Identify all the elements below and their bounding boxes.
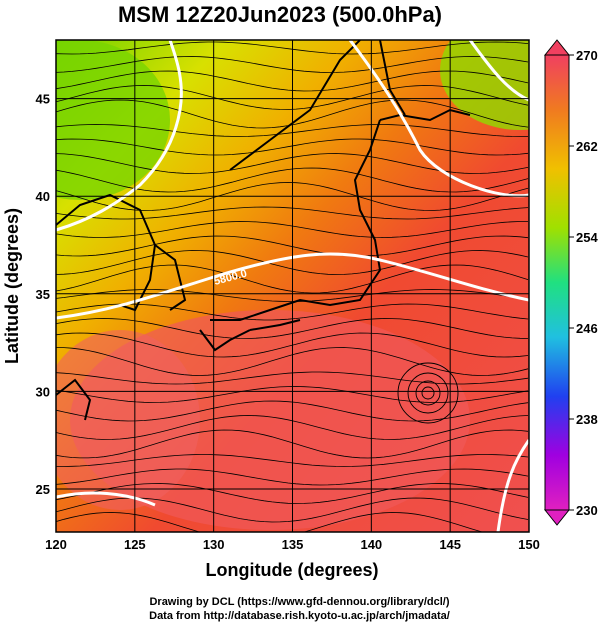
x-tick-label: 135	[282, 537, 304, 552]
y-axis: 25 30 35 40 45	[36, 92, 50, 497]
colorbar-tick-label: 238	[576, 412, 598, 427]
x-axis-label: Longitude (degrees)	[205, 560, 378, 580]
y-tick-label: 45	[36, 92, 50, 107]
plot-frame	[55, 39, 530, 533]
x-axis: 120 125 130 135 140 145 150	[45, 537, 540, 552]
y-tick-label: 40	[36, 189, 50, 204]
y-axis-label: Latitude (degrees)	[2, 208, 22, 364]
colorbar-scale	[544, 54, 570, 511]
colorbar-tick-label: 230	[576, 503, 598, 518]
map-title: MSM 12Z20Jun2023 (500.0hPa)	[117, 2, 443, 27]
x-tick-label: 145	[439, 537, 461, 552]
colorbar-tick-label: 270	[576, 48, 598, 63]
x-tick-label: 150	[518, 537, 540, 552]
grid-lines	[56, 40, 529, 532]
credit-drawing: Drawing by DCL (https://www.gfd-dennou.o…	[149, 596, 450, 608]
colorbar-tick-label: 246	[576, 321, 598, 336]
x-tick-label: 120	[45, 537, 67, 552]
colorbar-tick-label: 262	[576, 139, 598, 154]
coastlines	[56, 40, 471, 421]
height-contours	[56, 40, 529, 532]
colorbar-top-arrow	[543, 39, 571, 56]
x-tick-label: 130	[203, 537, 225, 552]
y-tick-label: 25	[36, 482, 50, 497]
x-tick-label: 125	[124, 537, 146, 552]
colorbar-bottom-arrow	[543, 509, 571, 526]
colorbar-tick-label: 254	[576, 230, 598, 245]
y-tick-label: 35	[36, 287, 50, 302]
warm-region	[56, 330, 200, 510]
cold-region	[56, 40, 170, 200]
credit-data: Data from http://database.rish.kyoto-u.a…	[149, 610, 450, 622]
colorbar: 270 262 254 246 238 230	[543, 39, 598, 526]
cyclone-vortex	[397, 362, 459, 424]
x-tick-label: 140	[360, 537, 382, 552]
y-tick-label: 30	[36, 384, 50, 399]
cold-region	[440, 40, 529, 130]
